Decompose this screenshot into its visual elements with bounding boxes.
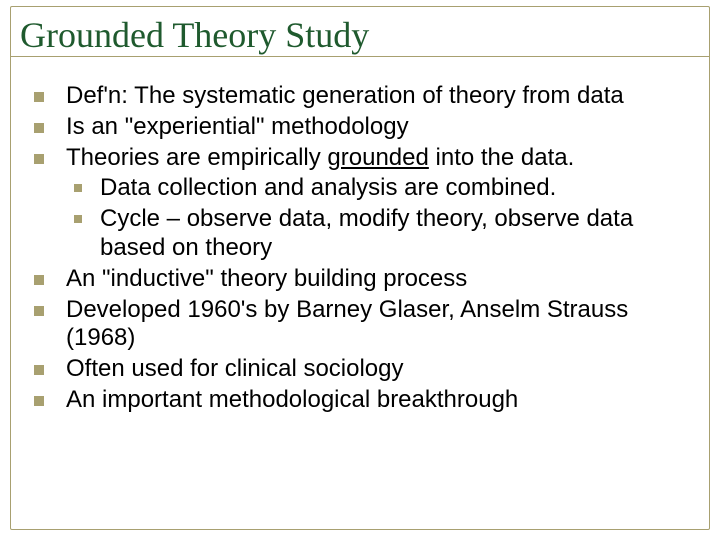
list-item-sub: Cycle – observe data, modify theory, obs… [74,205,686,263]
list-item: Def'n: The systematic generation of theo… [34,82,686,111]
square-bullet-icon [74,184,82,192]
title-underline [10,56,710,57]
list-item: An important methodological breakthrough [34,386,686,415]
list-item: Theories are empirically grounded into t… [34,144,686,173]
square-bullet-icon [34,123,44,133]
square-bullet-icon [34,306,44,316]
bullet-text: An important methodological breakthrough [66,386,686,415]
slide-title: Grounded Theory Study [20,14,375,56]
slide-content: Def'n: The systematic generation of theo… [34,82,686,417]
square-bullet-icon [34,92,44,102]
bullet-text: An "inductive" theory building process [66,265,686,294]
list-item-sub: Data collection and analysis are combine… [74,174,686,203]
bullet-text: Often used for clinical sociology [66,355,686,384]
square-bullet-icon [74,215,82,223]
list-item: Is an "experiential" methodology [34,113,686,142]
square-bullet-icon [34,396,44,406]
text-post: into the data. [429,144,574,171]
bullet-text: Theories are empirically grounded into t… [66,144,686,173]
bullet-text: Developed 1960's by Barney Glaser, Ansel… [66,296,686,354]
bullet-text: Cycle – observe data, modify theory, obs… [100,205,686,263]
square-bullet-icon [34,365,44,375]
square-bullet-icon [34,275,44,285]
list-item: An "inductive" theory building process [34,265,686,294]
bullet-text: Is an "experiential" methodology [66,113,686,142]
bullet-text: Data collection and analysis are combine… [100,174,686,203]
list-item: Developed 1960's by Barney Glaser, Ansel… [34,296,686,354]
square-bullet-icon [34,154,44,164]
bullet-text: Def'n: The systematic generation of theo… [66,82,686,111]
text-underline: grounded [327,144,428,171]
text-pre: Theories are empirically [66,144,327,171]
list-item: Often used for clinical sociology [34,355,686,384]
